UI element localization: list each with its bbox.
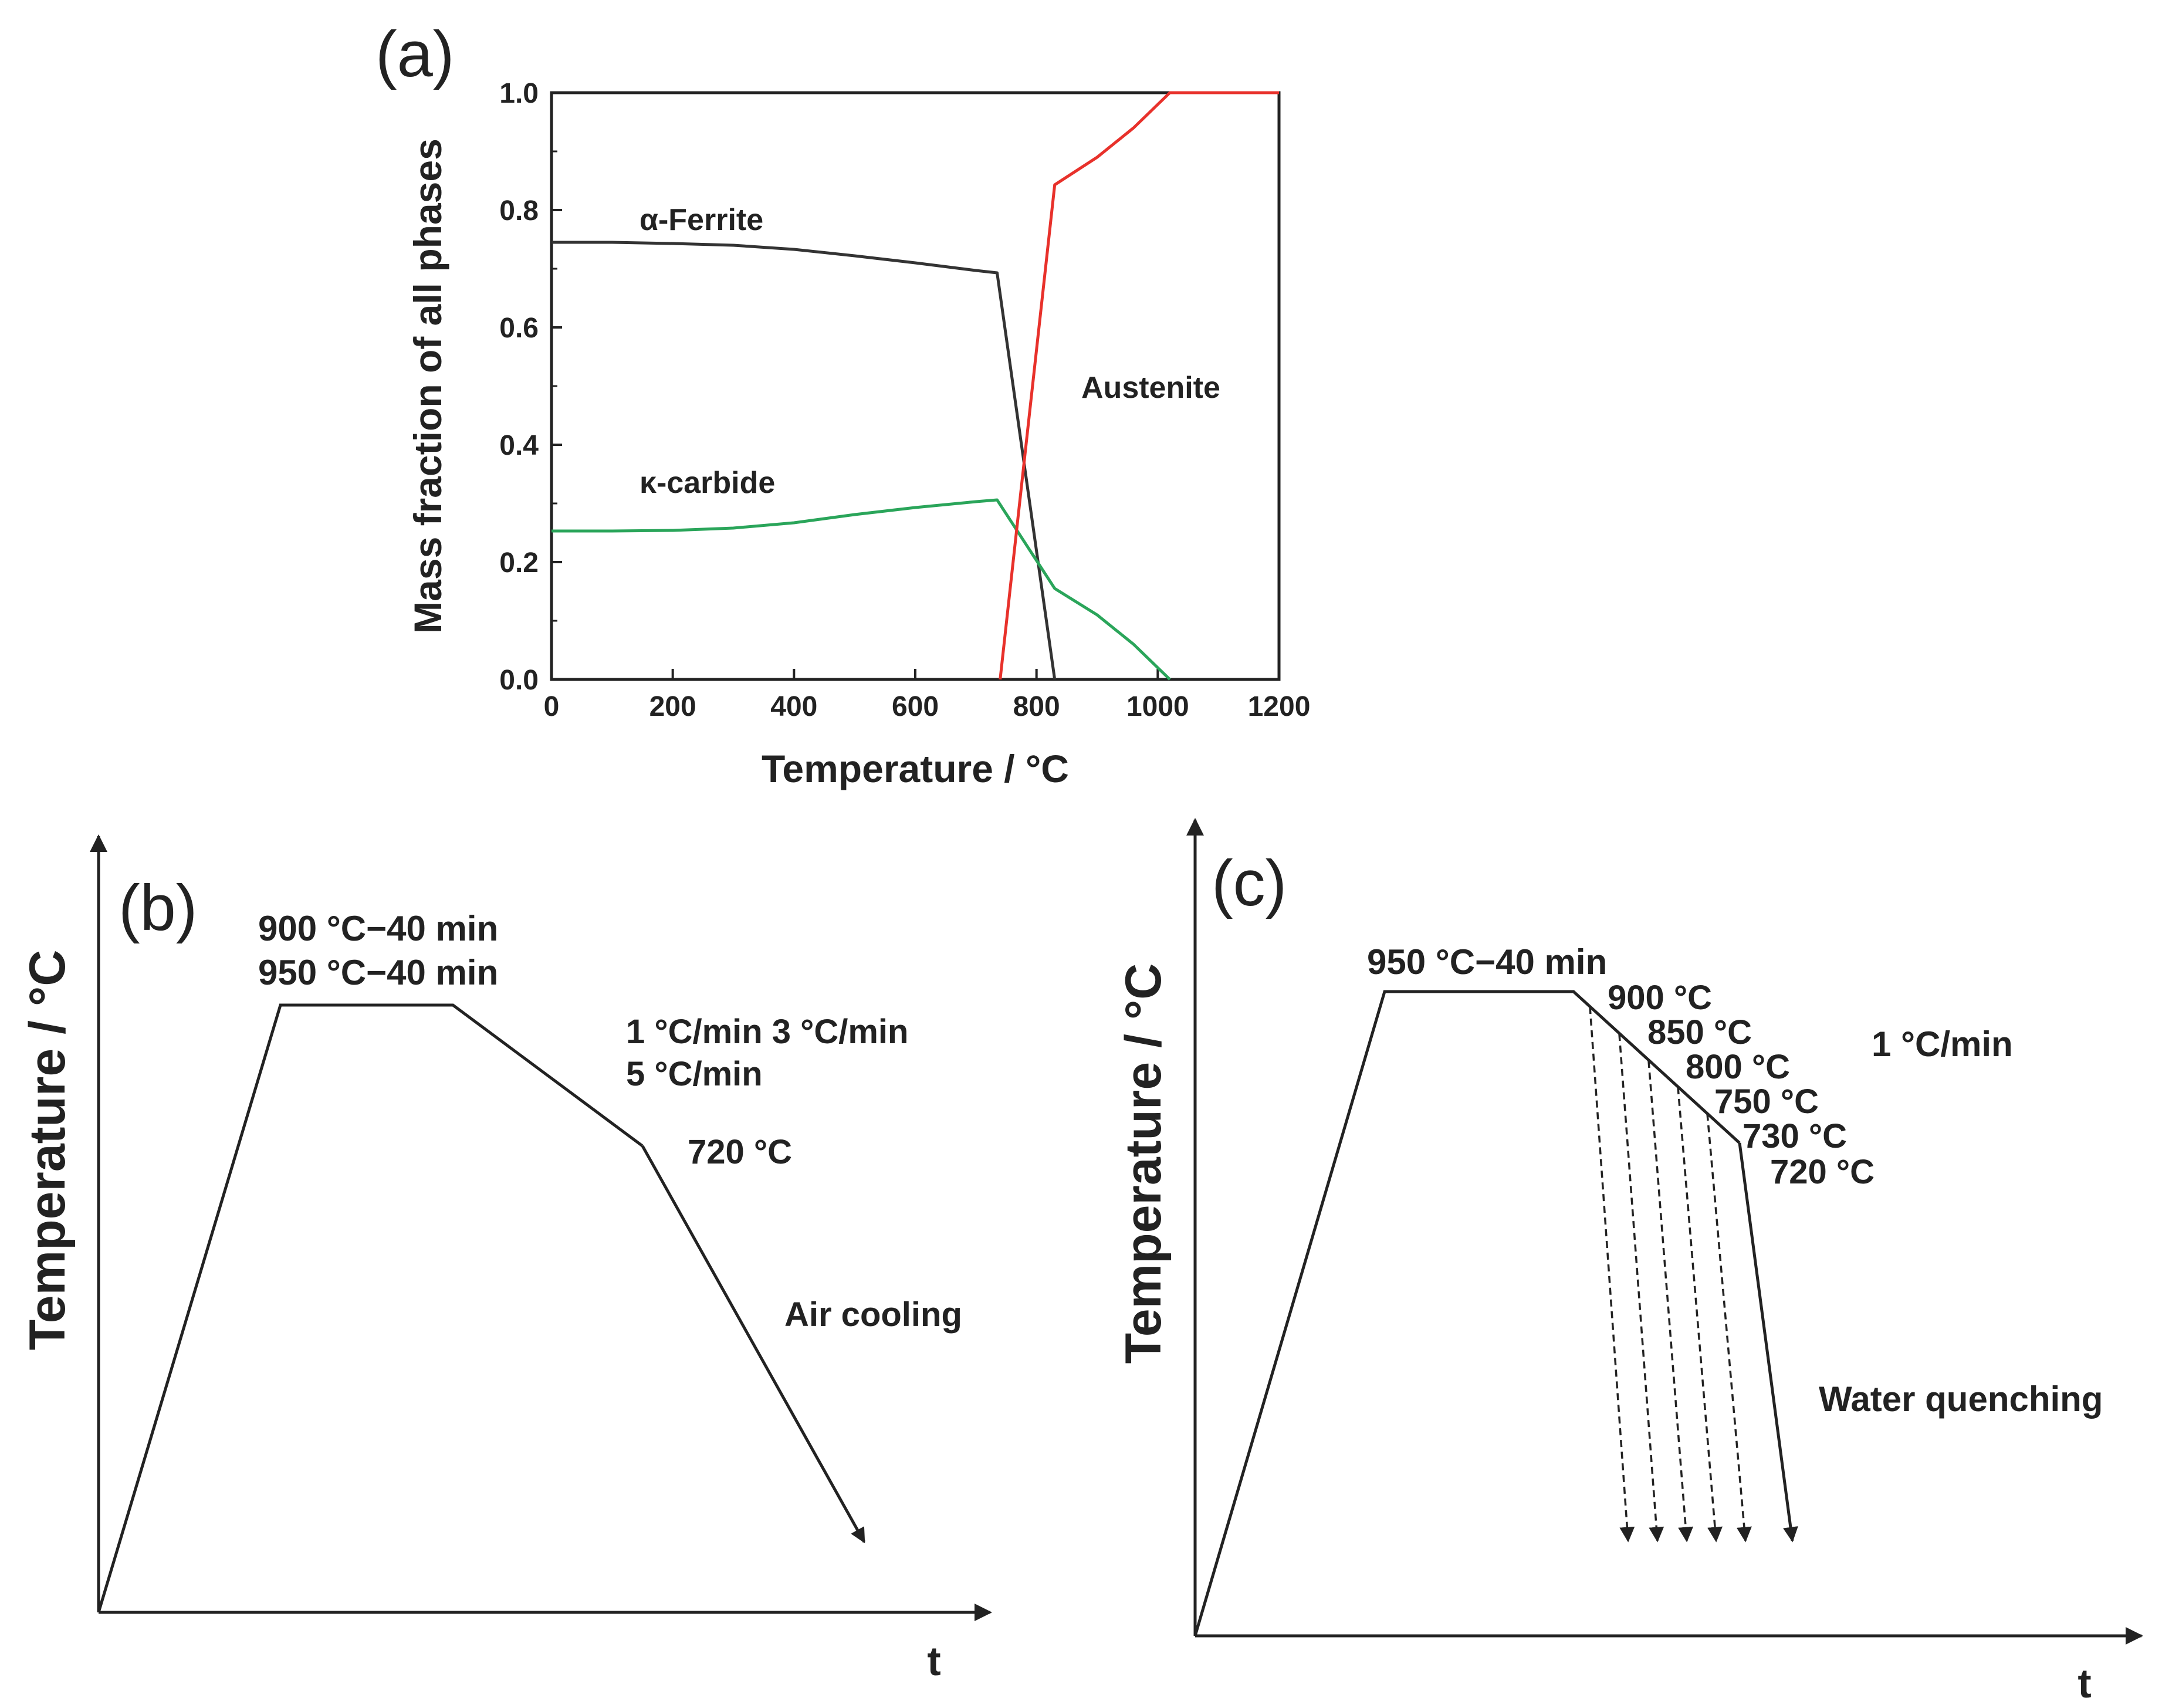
ferrite-annotation: α-Ferrite xyxy=(640,203,763,237)
series-line-ferrite xyxy=(552,241,1057,680)
quench-temp-label: 850 °C xyxy=(1647,1013,1752,1051)
panel-a: (a) 0 200 400 600 800 1000 1200 0.0 0.2 0.4 0.6 0.8… xyxy=(375,18,1310,790)
x-tick-label: 1200 xyxy=(1248,691,1311,722)
panel-a-ticks: 0 200 400 600 800 1000 1200 0.0 0.2 0.4 0.6 0.8 1.0 xyxy=(499,78,1310,722)
y-tick-label: 0.0 xyxy=(499,665,539,696)
panel-a-series xyxy=(552,91,1279,681)
panel-c-y-axis-label: Temperature / °C xyxy=(1115,963,1172,1364)
quench-temp-label: 800 °C xyxy=(1686,1048,1790,1086)
dashed-quench-arrow xyxy=(1618,1033,1664,1543)
panel-c-water-quenching-label: Water quenching xyxy=(1819,1379,2103,1419)
panel-b-x-axis-label: t xyxy=(927,1638,940,1684)
panel-b-label: (b) xyxy=(119,872,197,944)
carbide-annotation: κ-carbide xyxy=(640,466,775,500)
x-tick-label: 200 xyxy=(649,691,696,722)
series-line-austenite xyxy=(999,91,1279,680)
panel-b-end-temp: 720 °C xyxy=(688,1133,792,1171)
austenite-annotation: Austenite xyxy=(1081,371,1220,405)
quench-temp-label: 750 °C xyxy=(1714,1083,1819,1121)
y-tick-label: 0.4 xyxy=(499,430,539,461)
panel-b-cooling-rates-2: 5 °C/min xyxy=(626,1055,763,1093)
panel-b-air-cooling-label: Air cooling xyxy=(784,1296,962,1334)
dashed-quench-arrow xyxy=(1589,1006,1635,1543)
panel-c: (c) Temperature / °C t 950 °C−40 min 1 °… xyxy=(1115,818,2143,1706)
quench-temp-label: 720 °C xyxy=(1770,1153,1875,1191)
x-tick-label: 600 xyxy=(892,691,939,722)
panel-c-quench-arrow-720 xyxy=(1738,1142,1798,1543)
series-line-carbide xyxy=(552,498,1171,681)
panel-b-hold-900: 900 °C−40 min xyxy=(258,909,498,948)
panel-b-y-axis-label: Temperature / °C xyxy=(19,950,76,1351)
panel-b-heat-profile xyxy=(97,1003,644,1613)
x-tick-label: 400 xyxy=(770,691,817,722)
panel-b-cooling-rates-1: 1 °C/min 3 °C/min xyxy=(626,1013,908,1051)
dashed-quench-arrow xyxy=(1677,1087,1723,1543)
quench-temp-label: 900 °C xyxy=(1608,979,1712,1017)
panel-c-heat-profile xyxy=(1193,990,1741,1636)
y-tick-label: 1.0 xyxy=(499,78,539,109)
x-tick-label: 1000 xyxy=(1126,691,1189,722)
panel-c-hold: 950 °C−40 min xyxy=(1367,942,1607,982)
panel-c-x-axis-label: t xyxy=(2078,1660,2091,1706)
x-tick-label: 800 xyxy=(1013,691,1060,722)
dashed-quench-arrow xyxy=(1647,1060,1694,1543)
panel-c-dashed-quench-arrows xyxy=(1589,1006,1752,1543)
y-tick-label: 0.8 xyxy=(499,195,539,226)
panel-a-label: (a) xyxy=(375,18,454,90)
y-tick-label: 0.6 xyxy=(499,313,539,344)
panel-a-x-axis-label: Temperature / °C xyxy=(762,747,1069,790)
panel-b: (b) Temperature / °C t 900 °C−40 min 950… xyxy=(19,834,992,1684)
panel-c-rate: 1 °C/min xyxy=(1872,1024,2013,1064)
y-tick-label: 0.2 xyxy=(499,547,539,579)
panel-b-air-cooling-arrow xyxy=(641,1145,866,1544)
dashed-quench-arrow xyxy=(1706,1113,1752,1543)
x-tick-label: 0 xyxy=(544,691,560,722)
quench-temp-label: 730 °C xyxy=(1743,1117,1847,1155)
panel-b-hold-950: 950 °C−40 min xyxy=(258,953,498,992)
panel-a-y-axis-label: Mass fraction of all phases xyxy=(406,138,449,634)
panel-c-label: (c) xyxy=(1212,847,1287,919)
